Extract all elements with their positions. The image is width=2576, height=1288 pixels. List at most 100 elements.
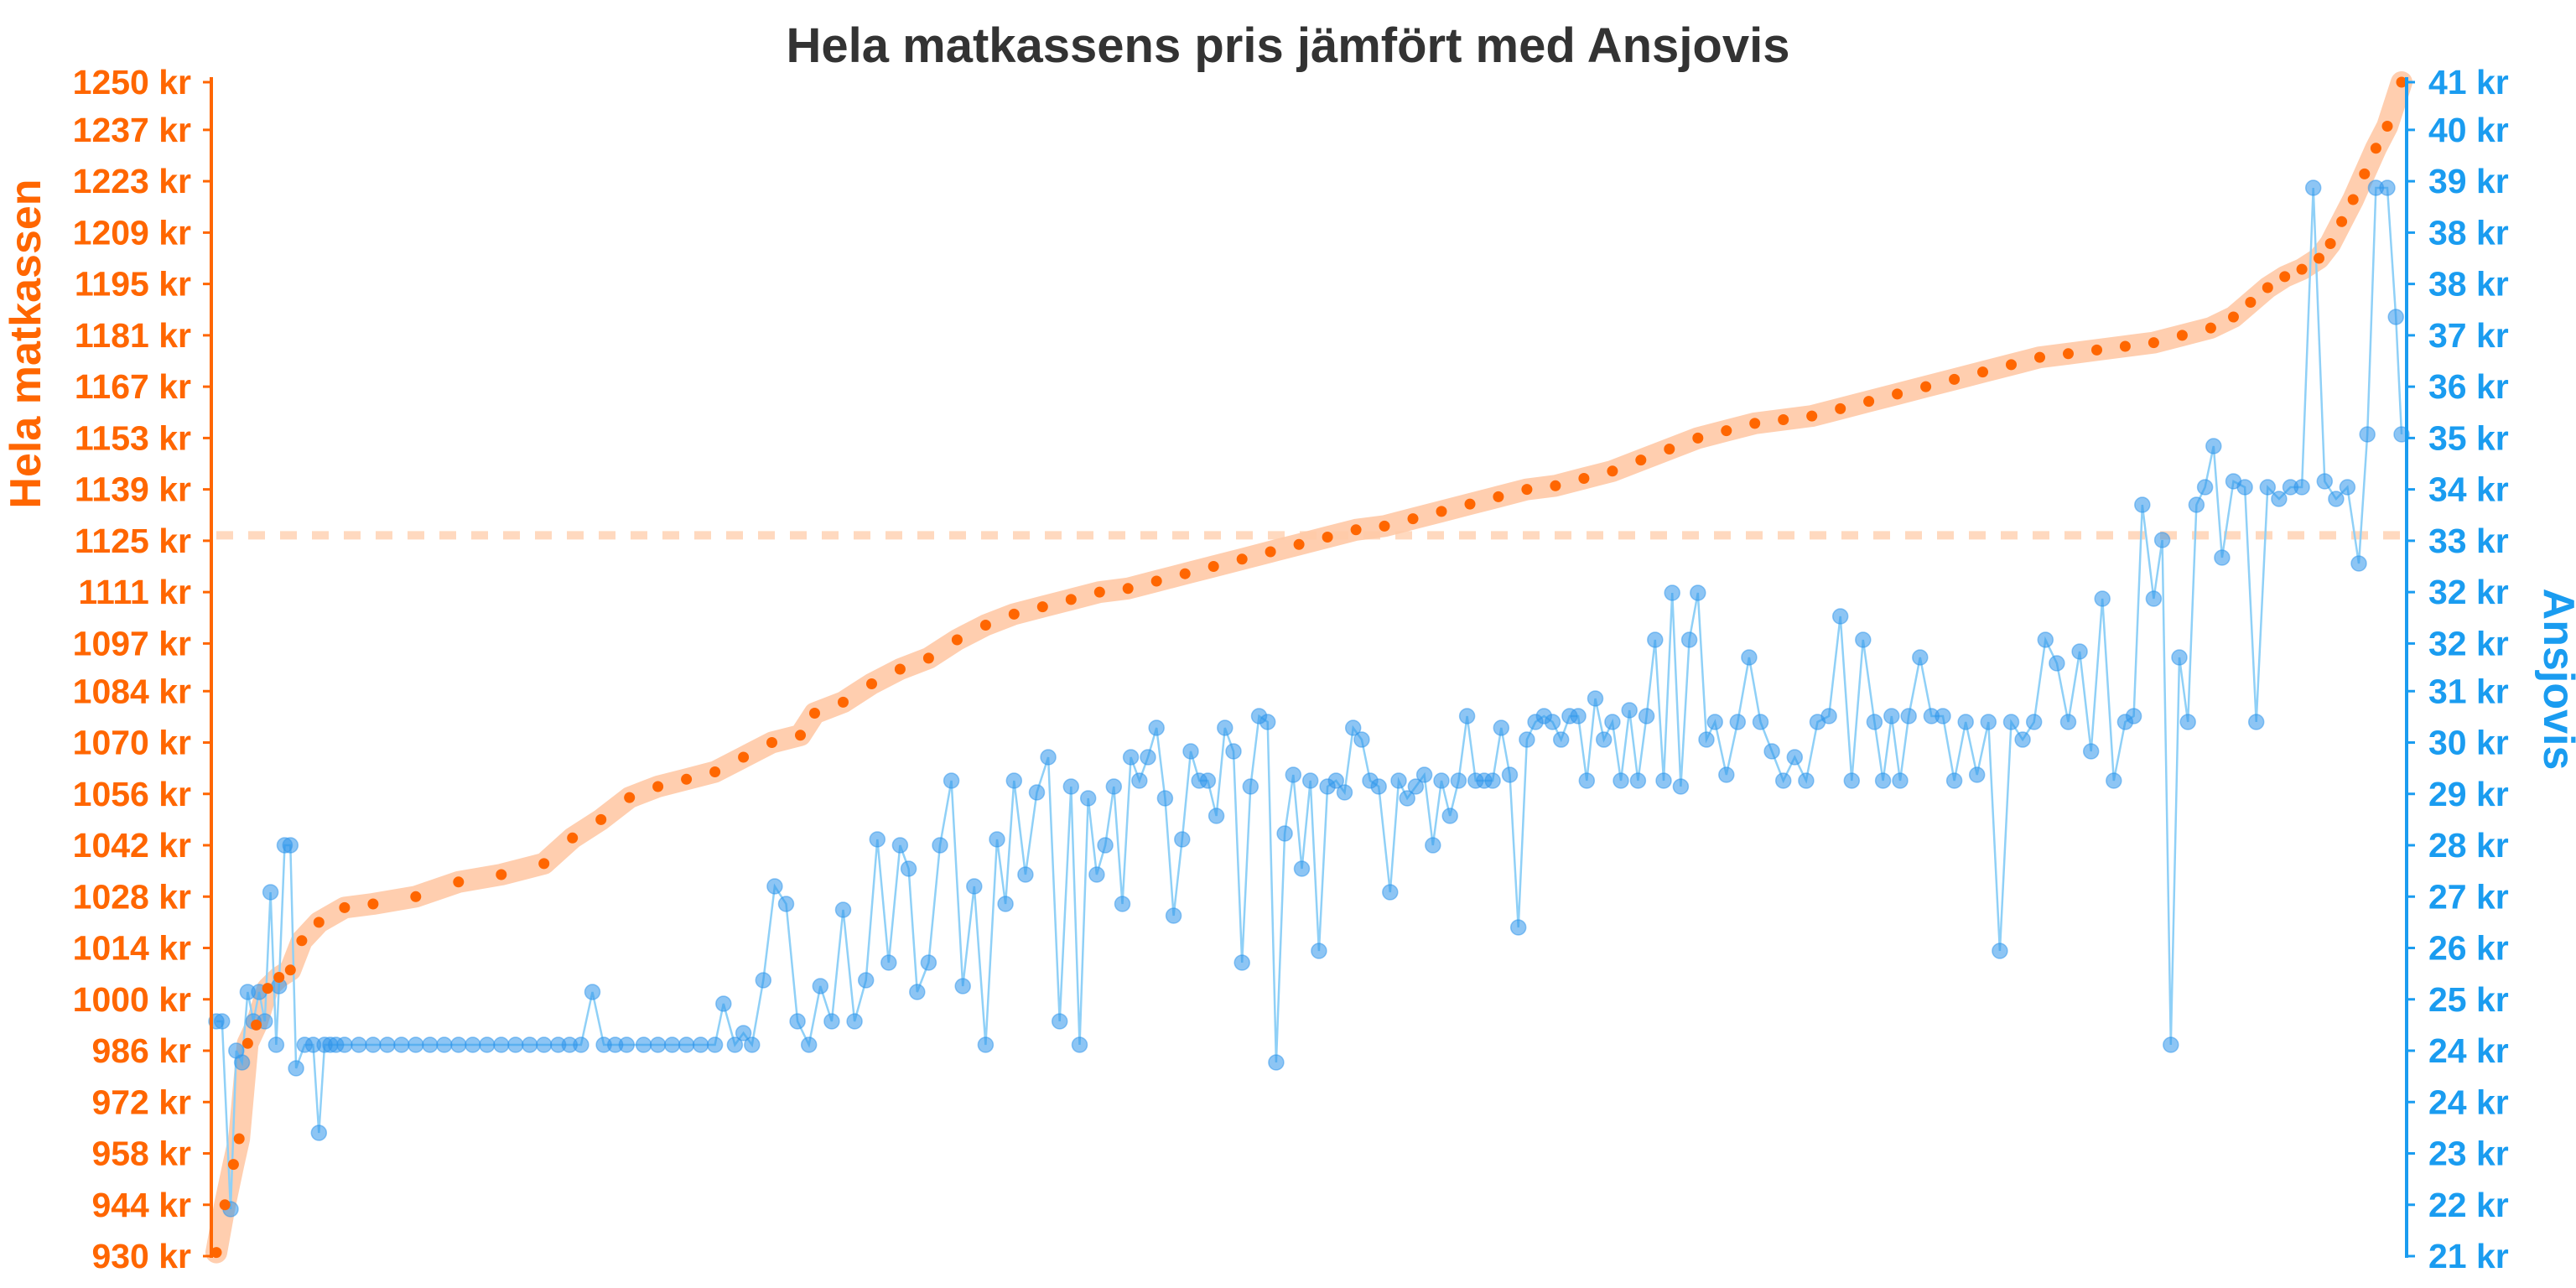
matkassen-point: [922, 652, 934, 664]
ansjovis-point: [1382, 884, 1399, 901]
ansjovis-point: [1798, 772, 1815, 789]
ansjovis-point: [1336, 784, 1353, 801]
ansjovis-point: [2125, 708, 2142, 724]
matkassen-point: [1350, 524, 1362, 536]
right-tick-label: 29 kr: [2428, 775, 2509, 813]
ansjovis-point: [1122, 749, 1140, 766]
ansjovis-point: [379, 1036, 396, 1053]
matkassen-point: [2148, 337, 2159, 349]
ansjovis-point: [1655, 772, 1672, 789]
ansjovis-point: [1148, 719, 1165, 736]
matkassen-point: [1208, 561, 1219, 572]
left-tick-label: 1250 kr: [73, 63, 191, 101]
left-tick-label: 1014 kr: [73, 929, 191, 968]
ansjovis-point: [726, 1036, 744, 1053]
matkassen-point: [273, 972, 285, 983]
ansjovis-point: [1935, 708, 1951, 724]
matkassen-point: [313, 917, 325, 928]
axis-layer: 930 kr 944 kr 958 kr 972 kr 986 kr 1000 kr 101…: [73, 63, 2509, 1275]
matkassen-point: [1863, 396, 1875, 408]
ansjovis-point: [989, 831, 1005, 848]
left-tick-label: 1028 kr: [73, 877, 191, 916]
ansjovis-point: [2082, 743, 2100, 760]
ansjovis-point: [1311, 943, 1327, 959]
ansjovis-point: [755, 972, 772, 989]
matkassen-point: [2091, 344, 2102, 356]
ansjovis-point: [1062, 778, 1080, 795]
ansjovis-point: [1199, 772, 1217, 789]
right-tick-label: 39 kr: [2428, 162, 2509, 200]
ansjovis-point: [966, 878, 983, 895]
right-tick-label: 30 kr: [2428, 724, 2509, 762]
ansjovis-point: [977, 1036, 995, 1053]
ansjovis-point: [1208, 808, 1225, 824]
ansjovis-point: [1028, 784, 1046, 801]
matkassen-point: [453, 876, 465, 888]
ansjovis-point: [2359, 426, 2376, 443]
matkassen-point: [2296, 263, 2308, 275]
ansjovis-point: [1613, 772, 1629, 789]
ansjovis-point: [2304, 179, 2322, 196]
ansjovis-point: [310, 1124, 328, 1141]
ansjovis-point: [1097, 837, 1114, 854]
ansjovis-point: [789, 1013, 806, 1030]
matkassen-point: [1236, 553, 1248, 565]
matkassen-point: [1920, 381, 1932, 392]
ansjovis-point: [493, 1036, 510, 1053]
ansjovis-point: [1578, 772, 1596, 789]
ansjovis-point: [2196, 479, 2214, 496]
left-tick-label: 944 kr: [91, 1186, 191, 1224]
ansjovis-point: [1843, 772, 1861, 789]
ansjovis-point: [465, 1036, 481, 1053]
ansjovis-point: [1165, 907, 1182, 924]
ansjovis-point: [2037, 631, 2054, 648]
left-tick-label: 1209 kr: [73, 213, 191, 252]
ansjovis-point: [932, 837, 948, 854]
ansjovis-point: [1105, 778, 1123, 795]
ansjovis-point: [2339, 479, 2356, 496]
ansjovis-point: [800, 1036, 818, 1053]
matkassen-point: [1293, 538, 1305, 550]
left-tick-label: 1111 kr: [78, 573, 191, 611]
ansjovis-point: [2163, 1036, 2179, 1053]
ansjovis-point: [1570, 708, 1587, 724]
ansjovis-point: [1729, 714, 1747, 730]
left-tick-label: 972 kr: [91, 1083, 191, 1121]
matkassen-point: [1949, 373, 1961, 385]
ansjovis-point: [834, 901, 852, 918]
ansjovis-point: [1088, 866, 1105, 883]
matkassen-point: [2119, 340, 2131, 352]
ansjovis-point: [422, 1036, 439, 1053]
matkassen-point: [1322, 532, 1333, 543]
matkassen-point: [367, 898, 379, 910]
left-tick-label: 986 kr: [91, 1031, 191, 1070]
matkassen-point: [766, 737, 777, 748]
matkassen-point: [979, 620, 991, 631]
ansjovis-point: [649, 1036, 667, 1053]
left-tick-label: 1153 kr: [75, 418, 191, 457]
right-tick-label: 32 kr: [2428, 573, 2509, 611]
left-tick-label: 1056 kr: [73, 775, 191, 813]
ansjovis-point: [1874, 772, 1892, 789]
ansjovis-point: [857, 972, 875, 989]
matkassen-point: [738, 751, 750, 763]
ansjovis-point: [1156, 790, 1174, 807]
matkassen-point: [2314, 252, 2324, 264]
ansjovis-point: [1892, 772, 1909, 789]
right-tick-label: 36 kr: [2428, 367, 2509, 406]
matkassen-point: [652, 781, 664, 792]
left-tick-label: 930 kr: [91, 1237, 191, 1275]
ansjovis-point: [1040, 749, 1057, 766]
left-tick-label: 1195 kr: [75, 265, 191, 304]
matkassen-point: [233, 1133, 245, 1145]
ansjovis-point: [1017, 866, 1034, 883]
matkassen-point: [951, 634, 963, 646]
matkassen-point: [1065, 594, 1077, 605]
matkassen-point: [1265, 546, 1276, 558]
matkassen-point: [1521, 484, 1533, 496]
matkassen-point: [2396, 76, 2407, 88]
ansjovis-point: [1866, 714, 1883, 730]
ansjovis-point: [1484, 772, 1501, 789]
ansjovis-point: [909, 984, 926, 1000]
